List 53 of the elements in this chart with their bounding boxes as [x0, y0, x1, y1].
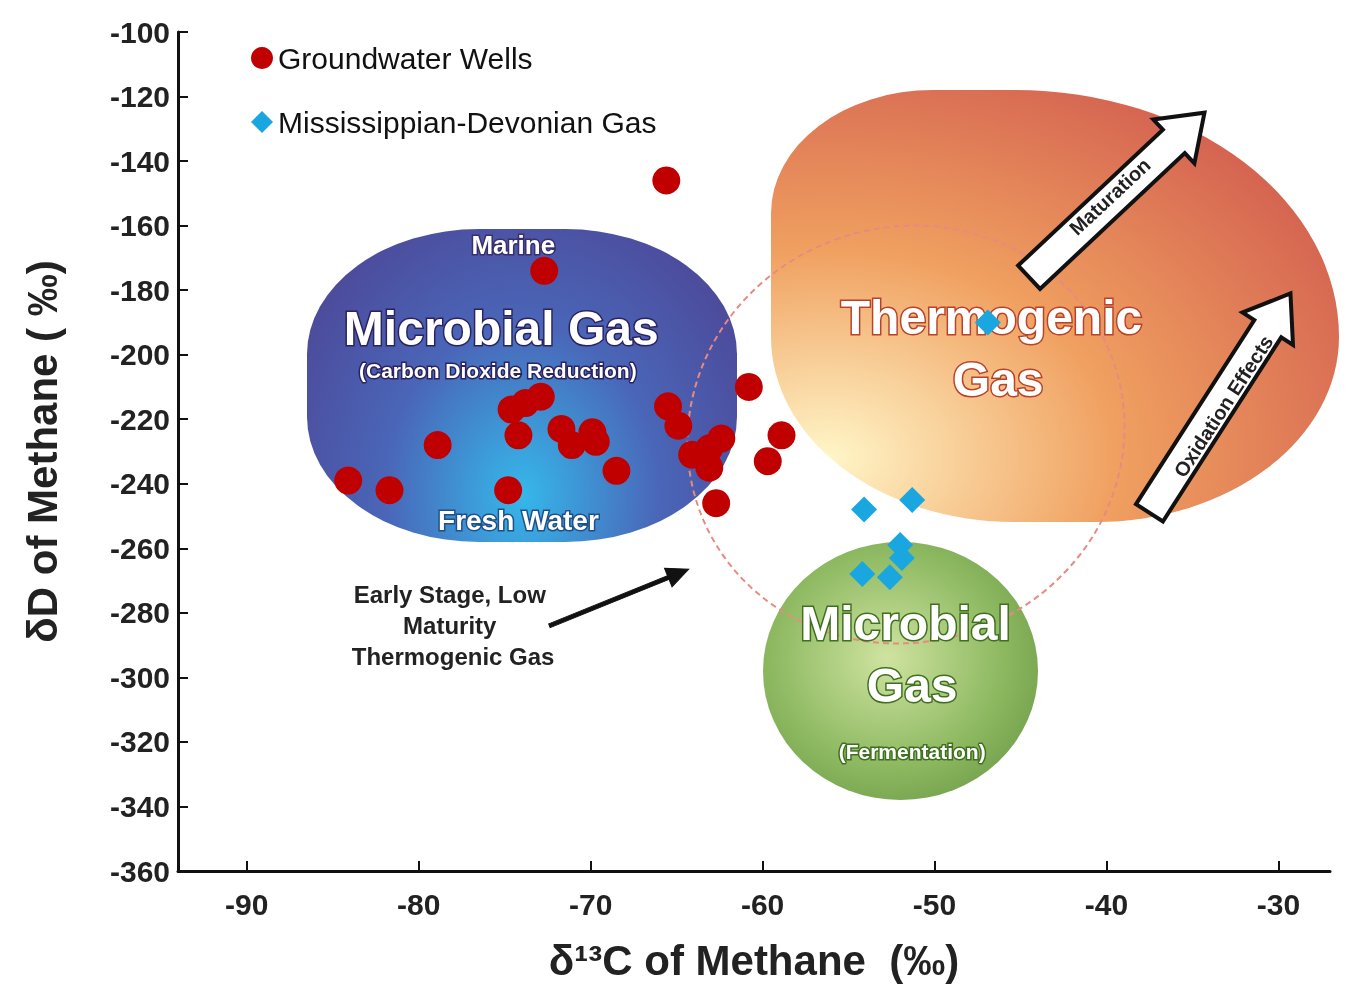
point [849, 561, 876, 588]
point [334, 466, 363, 495]
y-tick-label: -140 [109, 144, 170, 178]
x-tick-label: -50 [912, 887, 957, 921]
text: Thermogenic Gas [840, 290, 1143, 406]
point [526, 382, 555, 411]
y-tick-label: -320 [109, 725, 170, 759]
point [557, 431, 586, 460]
text: Early Stage, Low Maturity [353, 581, 546, 640]
point [375, 476, 404, 505]
y-tick-label: -200 [109, 338, 170, 372]
annotation: (Carbon Dioxide Reduction) [358, 359, 637, 383]
y-tick-label: -360 [109, 854, 170, 888]
y-tick-label: -300 [109, 660, 170, 694]
y-tick-label: -280 [109, 596, 170, 630]
point [652, 166, 681, 195]
annotation: Marine [471, 229, 556, 260]
point [504, 421, 533, 450]
y-tick-label: -100 [109, 15, 170, 49]
annotation: Microbial Gas [800, 597, 1025, 713]
x-tick-label: -90 [225, 887, 269, 921]
x-axis-title: δ¹³C of Methane (‰) [548, 936, 960, 984]
y-tick-label: -120 [109, 80, 170, 114]
x-tick-label: -60 [740, 887, 785, 921]
x-tick-label: -80 [397, 887, 441, 921]
x-tick-label: -70 [568, 887, 613, 921]
y-tick-label: -240 [109, 467, 170, 501]
y-tick-label: -160 [109, 209, 170, 243]
point [423, 431, 452, 460]
point [602, 456, 631, 485]
point [530, 256, 559, 285]
annotation: Fresh Water [438, 505, 599, 537]
y-axis-title: δD of Methane ( ‰) [18, 260, 66, 643]
point [899, 486, 926, 513]
point [753, 447, 782, 476]
y-tick-label: -340 [109, 789, 170, 823]
x-tick-label: -40 [1084, 887, 1129, 921]
point [734, 372, 763, 401]
point [702, 489, 731, 518]
point [876, 564, 903, 591]
annotation: Microbial Gas [343, 302, 659, 356]
point [494, 476, 523, 505]
y-tick-label: -180 [109, 273, 170, 307]
y-tick-label: -260 [109, 531, 170, 565]
point [851, 496, 878, 523]
y-tick-label: -220 [109, 402, 170, 436]
x-tick-label: -30 [1256, 887, 1301, 921]
point [664, 411, 693, 440]
annotation: Thermogenic Gas [351, 643, 555, 671]
legend-label: Mississippian-Devonian Gas [278, 105, 657, 139]
point [767, 421, 796, 450]
annotation: (Fermentation) [838, 740, 986, 764]
legend-label: Groundwater Wells [278, 41, 533, 75]
